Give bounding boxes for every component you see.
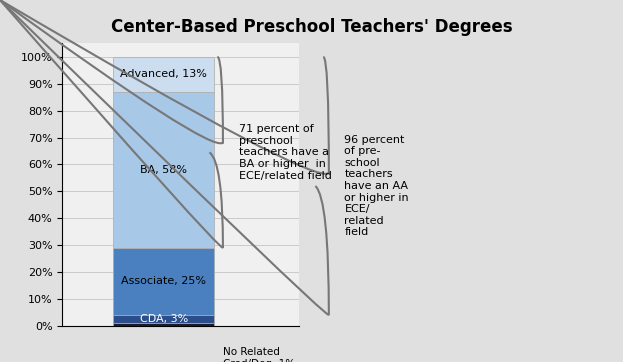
Bar	[113, 248, 214, 315]
Text: Advanced, 13%: Advanced, 13%	[120, 70, 207, 79]
Bar	[113, 92, 214, 248]
Text: BA, 58%: BA, 58%	[140, 165, 188, 175]
Bar	[113, 315, 214, 323]
Text: No Related
Cred/Deg, 1%: No Related Cred/Deg, 1%	[223, 347, 295, 362]
Bar	[113, 57, 214, 92]
Bar	[113, 323, 214, 326]
Text: Center-Based Preschool Teachers' Degrees: Center-Based Preschool Teachers' Degrees	[111, 18, 512, 36]
Text: 71 percent of
preschool
teachers have a
BA or higher  in
ECE/related field: 71 percent of preschool teachers have a …	[239, 124, 331, 181]
Text: 96 percent
of pre-
school
teachers
have an AA
or higher in
ECE/
related
field: 96 percent of pre- school teachers have …	[345, 135, 409, 237]
Text: Associate, 25%: Associate, 25%	[121, 277, 206, 286]
Text: CDA, 3%: CDA, 3%	[140, 314, 188, 324]
